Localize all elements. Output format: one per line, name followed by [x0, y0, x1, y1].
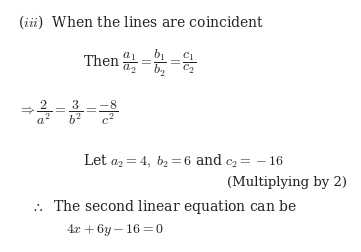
Text: $\therefore$  The second linear equation can be: $\therefore$ The second linear equation …: [31, 198, 297, 216]
Text: $\Rightarrow \dfrac{2}{a^2} = \dfrac{3}{b^2} = \dfrac{-8}{c^2}$: $\Rightarrow \dfrac{2}{a^2} = \dfrac{3}{…: [18, 98, 118, 127]
Text: $4x + 6y - 16 = 0$: $4x + 6y - 16 = 0$: [66, 222, 164, 238]
Text: Let $a_2 = 4,\ b_2 = 6$ and $c_2 = -16$: Let $a_2 = 4,\ b_2 = 6$ and $c_2 = -16$: [83, 152, 284, 170]
Text: ($\it{iii}$)  When the lines are coincident: ($\it{iii}$) When the lines are coincide…: [18, 13, 264, 31]
Text: Then $\dfrac{a_1}{a_2} = \dfrac{b_1}{b_2} = \dfrac{c_1}{c_2}$: Then $\dfrac{a_1}{a_2} = \dfrac{b_1}{b_2…: [83, 48, 196, 79]
Text: (Multiplying by 2): (Multiplying by 2): [227, 176, 347, 189]
